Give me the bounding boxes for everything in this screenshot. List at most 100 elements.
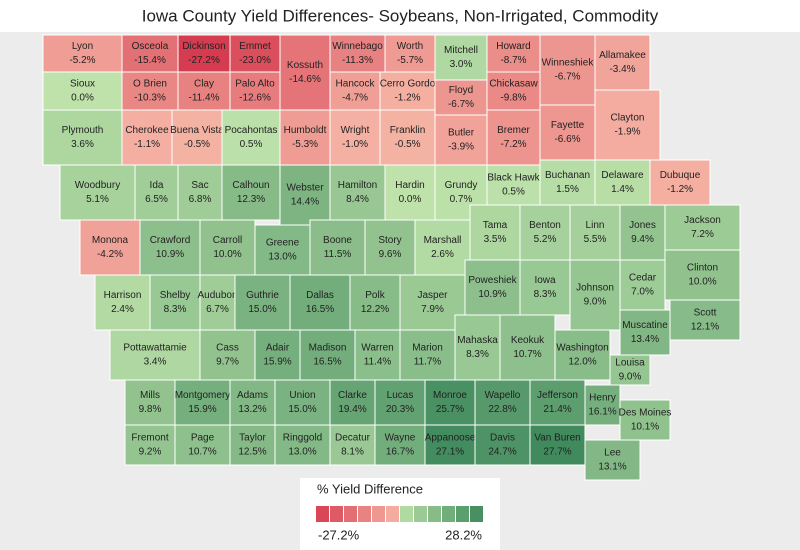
county-value: 7.2% <box>691 229 714 240</box>
county-value: 13.0% <box>268 252 296 263</box>
county <box>399 329 456 381</box>
county-name: Benton <box>529 220 561 231</box>
county-name: Henry <box>589 393 616 404</box>
county-name: Wright <box>341 125 370 136</box>
county <box>619 204 666 261</box>
county-name: Louisa <box>615 358 645 369</box>
county-name: Wapello <box>485 390 521 401</box>
county-value: 16.5% <box>306 304 334 315</box>
county-name: Carroll <box>213 235 242 246</box>
county-name: Adams <box>237 390 268 401</box>
county-name: Lyon <box>72 41 93 52</box>
county-value: 15.9% <box>188 404 216 415</box>
county-name: Page <box>191 433 215 444</box>
county-value: 13.0% <box>288 447 316 458</box>
county-name: Sioux <box>70 79 95 90</box>
county-name: Guthrie <box>246 290 279 301</box>
county-value: -0.5% <box>184 139 210 150</box>
county-value: -6.7% <box>554 72 580 83</box>
county <box>364 219 416 276</box>
county-name: Grundy <box>445 180 478 191</box>
county <box>199 219 256 276</box>
county <box>454 314 501 381</box>
county <box>221 164 281 221</box>
county <box>174 424 231 466</box>
county <box>664 249 741 301</box>
county-value: 9.7% <box>216 357 239 368</box>
county <box>384 164 436 221</box>
county-value: -27.2% <box>188 55 220 66</box>
county <box>299 329 356 381</box>
county-value: 5.5% <box>584 234 607 245</box>
county-name: Union <box>289 390 315 401</box>
county-name: Hardin <box>395 180 424 191</box>
county-name: Dallas <box>306 290 334 301</box>
county-name: Shelby <box>160 290 191 301</box>
county-name: Mahaska <box>457 335 498 346</box>
county-name: Audubon <box>197 290 237 301</box>
legend-swatch <box>414 506 427 522</box>
county-name: Cedar <box>629 273 657 284</box>
county-name: Madison <box>309 343 347 354</box>
county <box>539 34 596 106</box>
county-name: Taylor <box>239 433 266 444</box>
county-value: -12.6% <box>239 93 271 104</box>
county-value: -3.4% <box>609 64 635 75</box>
county-name: Dubuque <box>660 170 701 181</box>
county-name: Jasper <box>417 290 448 301</box>
county <box>171 109 223 166</box>
county <box>42 109 123 166</box>
county-value: -5.7% <box>397 55 423 66</box>
county-name: Poweshiek <box>468 275 517 286</box>
county-value: 6.8% <box>189 194 212 205</box>
county-name: Calhoun <box>232 180 269 191</box>
county-name: Delaware <box>601 170 644 181</box>
county-value: 20.3% <box>386 404 414 415</box>
county-value: 1.5% <box>556 184 579 195</box>
county-name: Cass <box>216 343 239 354</box>
legend-swatch <box>386 506 399 522</box>
county-name: Fremont <box>131 433 168 444</box>
county-name: Crawford <box>150 235 191 246</box>
legend-title: % Yield Difference <box>317 481 423 496</box>
county <box>199 329 256 381</box>
county <box>486 71 541 111</box>
county-value: 13.1% <box>598 462 626 473</box>
county-value: 10.9% <box>156 249 184 260</box>
county <box>177 71 231 111</box>
county-value: 0.5% <box>240 139 263 150</box>
county-name: Hancock <box>336 79 376 90</box>
county <box>94 274 151 331</box>
county <box>464 259 521 316</box>
county-value: 11.7% <box>414 357 442 368</box>
county-name: Jefferson <box>537 390 578 401</box>
county-value: 12.5% <box>238 447 266 458</box>
legend-swatch <box>372 506 385 522</box>
county-value: -1.1% <box>134 139 160 150</box>
county <box>469 204 521 261</box>
county-value: 7.0% <box>631 287 654 298</box>
county-value: 5.2% <box>534 234 557 245</box>
title: Iowa County Yield Differences- Soybeans,… <box>142 6 659 25</box>
county-name: Marion <box>412 343 443 354</box>
county <box>289 274 351 331</box>
county-name: Winneshiek <box>542 58 595 69</box>
county-value: -14.6% <box>289 74 321 85</box>
county-value: -7.2% <box>500 139 526 150</box>
county <box>121 109 173 166</box>
county <box>594 89 661 161</box>
county-value: 0.0% <box>71 93 94 104</box>
county <box>584 439 641 481</box>
legend-swatch <box>428 506 441 522</box>
county <box>519 204 571 261</box>
county-value: -0.5% <box>394 139 420 150</box>
county <box>121 34 179 73</box>
legend-min-label: -27.2% <box>318 527 360 542</box>
county <box>79 219 141 276</box>
county-name: Des Moines <box>619 408 672 419</box>
county <box>529 424 586 466</box>
county <box>584 384 621 426</box>
county <box>664 204 741 251</box>
county <box>234 274 291 331</box>
county-value: 2.4% <box>111 304 134 315</box>
